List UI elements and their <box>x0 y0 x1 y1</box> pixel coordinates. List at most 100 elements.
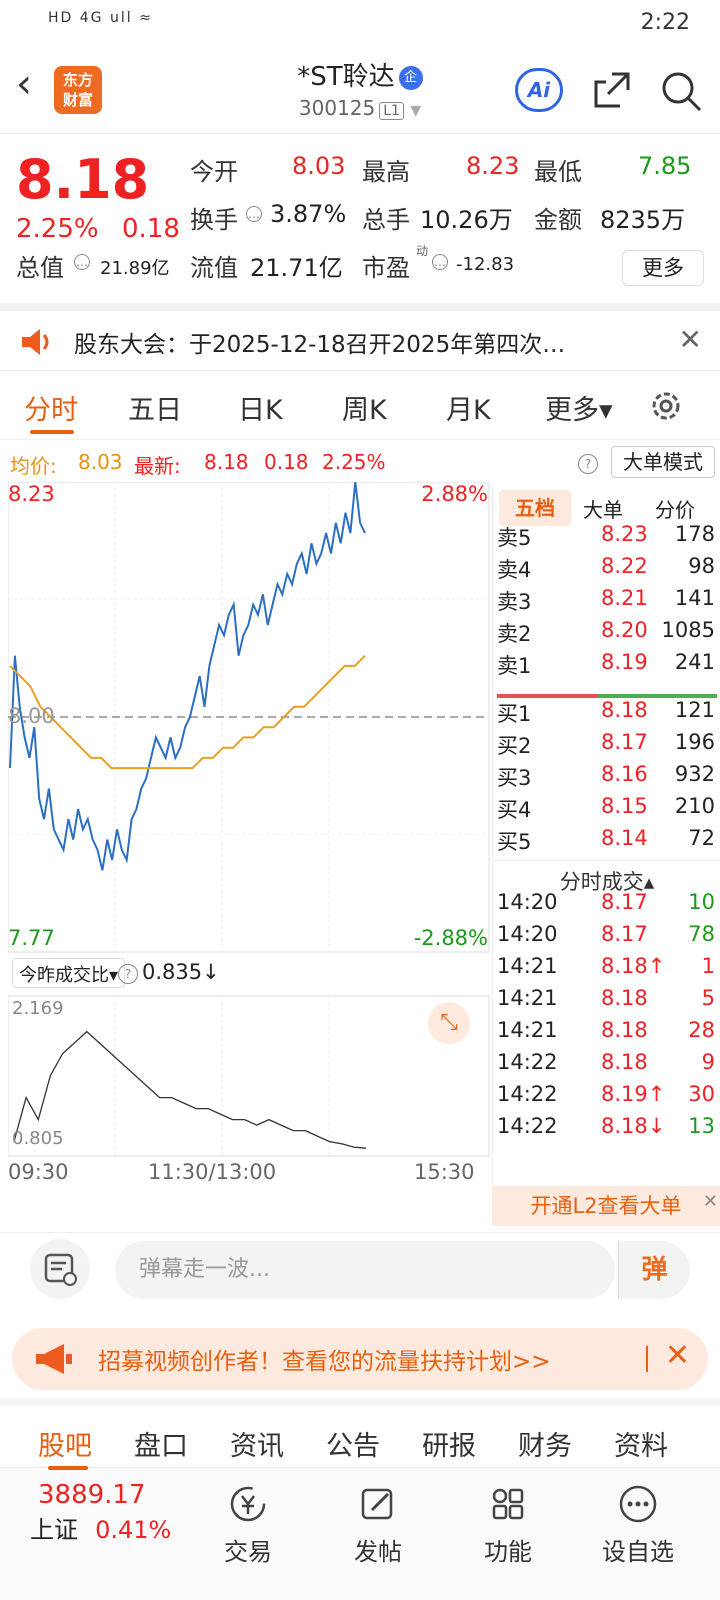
danmaku-input[interactable]: 弹幕走一波... <box>115 1241 615 1299</box>
amount-value: 8235万 <box>600 206 686 234</box>
level-label: 买5 <box>497 830 532 854</box>
bid-row[interactable]: 买1 8.18 121 <box>497 696 717 728</box>
level-volume: 121 <box>674 698 715 722</box>
trade-row[interactable]: 14:21 8.18↑ 1 <box>497 952 717 984</box>
ask-row[interactable]: 卖3 8.21 141 <box>497 584 717 616</box>
latest-pct: 2.25% <box>322 450 386 474</box>
vol-y-top: 2.169 <box>12 998 64 1019</box>
trade-row[interactable]: 14:22 8.19↑ 30 <box>497 1080 717 1112</box>
help-icon[interactable]: ? <box>578 454 598 474</box>
tab-guba[interactable]: 股吧 <box>38 1431 92 1462</box>
ask-row[interactable]: 卖5 8.23 178 <box>497 520 717 552</box>
ask-row[interactable]: 卖1 8.19 241 <box>497 648 717 680</box>
big-order-mode-button[interactable]: 大单模式 <box>611 446 715 478</box>
vol-ratio-dropdown[interactable]: 今昨成交比▾ <box>12 958 126 988</box>
expand-icon[interactable]: ⤡ <box>428 1002 470 1044</box>
intraday-chart[interactable]: 8.23 8.00 7.77 2.88% -2.88% 今昨成交比▾ ? 0.8… <box>7 481 490 1187</box>
trade-time: 14:21 <box>497 1018 558 1042</box>
info-icon[interactable]: … <box>246 206 262 222</box>
trade-row[interactable]: 14:20 8.17 10 <box>497 888 717 920</box>
tab-zhouk[interactable]: 周K <box>342 395 387 426</box>
change-amount: 0.18 <box>122 214 180 244</box>
gear-icon[interactable] <box>648 388 684 424</box>
spread-divider <box>497 694 717 698</box>
close-icon[interactable]: ✕ <box>678 323 702 356</box>
add-watchlist-button[interactable]: 设自选 <box>578 1484 698 1567</box>
tab-wuri[interactable]: 五日 <box>128 395 182 426</box>
chart-info-line: 均价: 8.03 最新: 8.18 0.18 2.25% ? 大单模式 <box>0 442 720 482</box>
ask-row[interactable]: 卖2 8.20 1085 <box>497 616 717 648</box>
ask-row[interactable]: 卖4 8.22 98 <box>497 552 717 584</box>
tab-yanbao[interactable]: 研报 <box>422 1431 476 1462</box>
promo-text: 招募视频创作者！查看您的流量扶持计划>> <box>98 1349 551 1375</box>
level-price: 8.15 <box>601 794 648 818</box>
share-icon[interactable] <box>592 70 632 110</box>
trade-price: 8.18↑ <box>601 954 666 978</box>
trade-button[interactable]: 交易 <box>188 1484 308 1567</box>
search-icon[interactable] <box>660 70 702 112</box>
stock-code-line[interactable]: 300125 L1 ▼ <box>0 96 720 120</box>
level-label: 卖4 <box>497 558 532 582</box>
yen-icon <box>230 1486 266 1522</box>
header: ‹ 东方 财富 *ST聆达企 300125 L1 ▼ Ai <box>0 44 720 134</box>
tab-zixun[interactable]: 资讯 <box>230 1431 284 1462</box>
close-icon[interactable]: ✕ <box>664 1338 690 1373</box>
index-ticker[interactable]: 3889.17 上证 0.41% <box>30 1480 190 1545</box>
tab-fenjia[interactable]: 分价 <box>655 498 695 522</box>
level-volume: 932 <box>674 762 715 786</box>
help-icon[interactable]: ? <box>118 964 138 984</box>
divider <box>493 860 720 861</box>
tab-dadan[interactable]: 大单 <box>583 498 623 522</box>
trade-volume: 1 <box>701 954 715 978</box>
trade-volume: 9 <box>701 1050 715 1074</box>
trade-row[interactable]: 14:22 8.18 9 <box>497 1048 717 1080</box>
more-dots-icon <box>619 1485 657 1523</box>
trade-volume: 28 <box>688 1018 715 1042</box>
danmaku-settings-icon[interactable] <box>30 1239 90 1299</box>
promo-banner[interactable]: 招募视频创作者！查看您的流量扶持计划>> ✕ <box>12 1328 708 1390</box>
bid-row[interactable]: 买2 8.17 196 <box>497 728 717 760</box>
info-icon[interactable]: … <box>74 254 90 270</box>
tab-gonggao[interactable]: 公告 <box>326 1431 380 1462</box>
trades-header[interactable]: 分时成交▴ <box>559 870 655 894</box>
trade-volume: 78 <box>688 922 715 946</box>
level-price: 8.18 <box>601 698 648 722</box>
close-icon[interactable]: ✕ <box>702 1191 718 1212</box>
ai-button[interactable]: Ai <box>515 68 563 112</box>
danmaku-send-button[interactable]: 弹 <box>618 1241 690 1299</box>
volume-value: 10.26万 <box>420 206 513 234</box>
tab-yuek[interactable]: 月K <box>446 395 491 426</box>
tab-more[interactable]: 更多▾ <box>545 395 613 426</box>
level-volume: 241 <box>674 650 715 674</box>
bid-row[interactable]: 买3 8.16 932 <box>497 760 717 792</box>
tab-ziliao[interactable]: 资料 <box>614 1431 668 1462</box>
trade-time: 14:21 <box>497 954 558 978</box>
function-button[interactable]: 功能 <box>448 1484 568 1567</box>
more-button[interactable]: 更多 <box>622 250 704 286</box>
open-l2-banner[interactable]: 开通L2查看大单 ✕ <box>492 1186 720 1226</box>
stock-name: *ST聆达 <box>297 62 395 92</box>
bid-row[interactable]: 买4 8.15 210 <box>497 792 717 824</box>
price-line <box>9 481 366 871</box>
trade-row[interactable]: 14:22 8.18↓ 13 <box>497 1112 717 1144</box>
trade-row[interactable]: 14:21 8.18 5 <box>497 984 717 1016</box>
tab-caiwu[interactable]: 财务 <box>518 1431 572 1462</box>
info-icon[interactable]: … <box>432 254 448 270</box>
tab-pankou[interactable]: 盘口 <box>134 1431 188 1462</box>
trade-row[interactable]: 14:21 8.18 28 <box>497 1016 717 1048</box>
tab-rik[interactable]: 日K <box>238 395 283 426</box>
level-volume: 210 <box>674 794 715 818</box>
level-volume: 98 <box>688 554 715 578</box>
level-label: 卖3 <box>497 590 532 614</box>
notice-bar[interactable]: 股东大会：于2025-12-18召开2025年第四次… ✕ <box>0 303 720 371</box>
trade-volume: 5 <box>701 986 715 1010</box>
post-button[interactable]: 发帖 <box>318 1484 438 1567</box>
speaker-icon <box>22 329 49 355</box>
pct-bottom-label: -2.88% <box>413 926 488 950</box>
back-icon[interactable]: ‹ <box>16 61 32 107</box>
bid-row[interactable]: 买5 8.14 72 <box>497 824 717 856</box>
trade-row[interactable]: 14:20 8.17 78 <box>497 920 717 952</box>
tab-fenshi[interactable]: 分时 <box>24 395 78 426</box>
tab-wudang[interactable]: 五档 <box>499 490 571 526</box>
x-label-open: 09:30 <box>8 1160 69 1184</box>
